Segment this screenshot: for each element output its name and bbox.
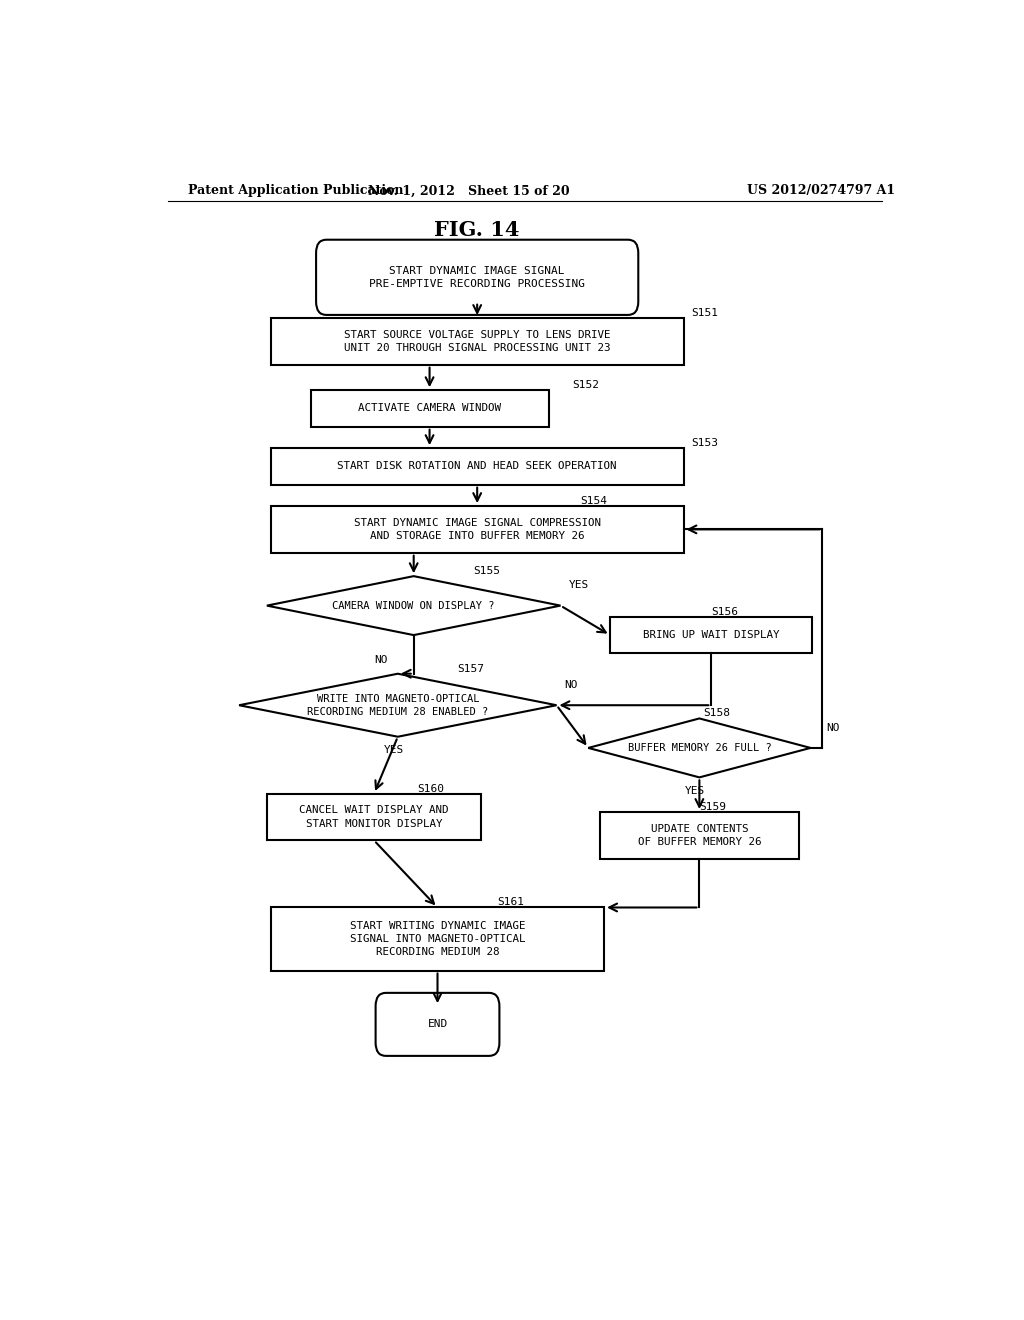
Text: US 2012/0274797 A1: US 2012/0274797 A1 xyxy=(748,185,895,198)
Bar xyxy=(270,506,684,553)
Text: START WRITING DYNAMIC IMAGE
SIGNAL INTO MAGNETO-OPTICAL
RECORDING MEDIUM 28: START WRITING DYNAMIC IMAGE SIGNAL INTO … xyxy=(350,921,525,957)
Text: END: END xyxy=(427,1019,447,1030)
Text: START SOURCE VOLTAGE SUPPLY TO LENS DRIVE
UNIT 20 THROUGH SIGNAL PROCESSING UNIT: START SOURCE VOLTAGE SUPPLY TO LENS DRIV… xyxy=(344,330,610,352)
Text: S151: S151 xyxy=(691,308,719,318)
Bar xyxy=(267,793,481,841)
Text: NO: NO xyxy=(564,680,578,690)
Text: YES: YES xyxy=(384,744,404,755)
Text: S161: S161 xyxy=(497,898,524,907)
Text: S153: S153 xyxy=(691,438,719,447)
Text: YES: YES xyxy=(568,581,589,590)
Bar xyxy=(270,907,604,970)
Text: BRING UP WAIT DISPLAY: BRING UP WAIT DISPLAY xyxy=(643,630,779,640)
Bar xyxy=(310,391,549,426)
Text: S160: S160 xyxy=(418,784,444,793)
Text: FIG. 14: FIG. 14 xyxy=(434,219,520,239)
Text: BUFFER MEMORY 26 FULL ?: BUFFER MEMORY 26 FULL ? xyxy=(628,743,771,752)
Text: S156: S156 xyxy=(712,607,738,616)
Bar xyxy=(270,447,684,484)
Text: S154: S154 xyxy=(581,496,607,506)
Text: CAMERA WINDOW ON DISPLAY ?: CAMERA WINDOW ON DISPLAY ? xyxy=(333,601,495,611)
Text: YES: YES xyxy=(685,785,706,796)
FancyBboxPatch shape xyxy=(376,993,500,1056)
Text: NO: NO xyxy=(374,656,387,665)
Text: START DYNAMIC IMAGE SIGNAL
PRE-EMPTIVE RECORDING PROCESSING: START DYNAMIC IMAGE SIGNAL PRE-EMPTIVE R… xyxy=(370,265,585,289)
Text: S157: S157 xyxy=(458,664,484,673)
Text: S159: S159 xyxy=(699,803,726,812)
Polygon shape xyxy=(588,718,811,777)
Text: S152: S152 xyxy=(572,380,599,391)
Text: ACTIVATE CAMERA WINDOW: ACTIVATE CAMERA WINDOW xyxy=(358,404,501,413)
Text: START DYNAMIC IMAGE SIGNAL COMPRESSION
AND STORAGE INTO BUFFER MEMORY 26: START DYNAMIC IMAGE SIGNAL COMPRESSION A… xyxy=(353,517,601,541)
Text: CANCEL WAIT DISPLAY AND
START MONITOR DISPLAY: CANCEL WAIT DISPLAY AND START MONITOR DI… xyxy=(299,805,449,829)
Text: NO: NO xyxy=(826,722,840,733)
Text: WRITE INTO MAGNETO-OPTICAL
RECORDING MEDIUM 28 ENABLED ?: WRITE INTO MAGNETO-OPTICAL RECORDING MED… xyxy=(307,693,488,717)
Text: S158: S158 xyxy=(703,709,730,718)
Text: Patent Application Publication: Patent Application Publication xyxy=(187,185,403,198)
Bar xyxy=(610,616,812,653)
Polygon shape xyxy=(267,576,560,635)
FancyBboxPatch shape xyxy=(316,240,638,315)
Text: START DISK ROTATION AND HEAD SEEK OPERATION: START DISK ROTATION AND HEAD SEEK OPERAT… xyxy=(338,462,616,471)
Text: UPDATE CONTENTS
OF BUFFER MEMORY 26: UPDATE CONTENTS OF BUFFER MEMORY 26 xyxy=(638,824,761,847)
Text: S155: S155 xyxy=(473,566,500,576)
Polygon shape xyxy=(240,673,557,737)
Bar xyxy=(270,318,684,364)
Text: Nov. 1, 2012   Sheet 15 of 20: Nov. 1, 2012 Sheet 15 of 20 xyxy=(369,185,570,198)
Bar xyxy=(600,812,799,859)
